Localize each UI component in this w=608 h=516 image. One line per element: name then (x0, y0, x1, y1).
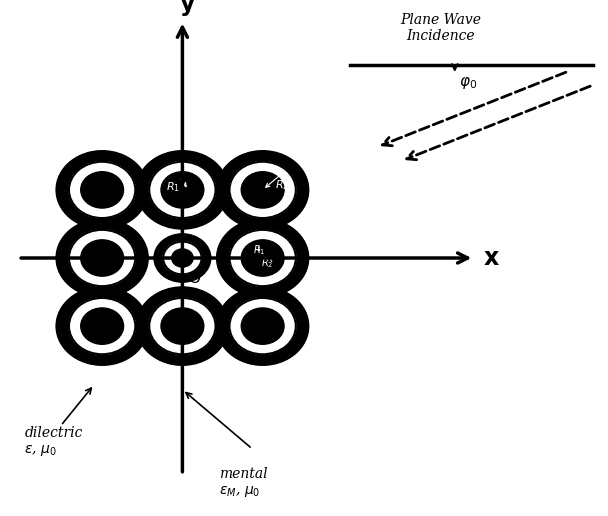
Circle shape (241, 308, 284, 344)
Circle shape (154, 234, 210, 282)
Circle shape (69, 230, 136, 286)
Circle shape (161, 308, 204, 344)
Text: Plane Wave
Incidence: Plane Wave Incidence (400, 13, 482, 43)
Text: O: O (188, 271, 201, 286)
Circle shape (229, 298, 296, 354)
Circle shape (81, 308, 123, 344)
Circle shape (171, 249, 193, 267)
Circle shape (81, 240, 123, 276)
Circle shape (161, 172, 204, 208)
Text: $R_1$: $R_1$ (254, 244, 266, 257)
Text: $R_1$: $R_1$ (167, 181, 180, 194)
Circle shape (69, 298, 136, 354)
Circle shape (137, 287, 228, 365)
Circle shape (229, 162, 296, 218)
Text: $R_2$: $R_2$ (261, 256, 274, 270)
Circle shape (57, 287, 148, 365)
Circle shape (149, 162, 216, 218)
Circle shape (163, 241, 202, 275)
Circle shape (69, 162, 136, 218)
Circle shape (217, 287, 308, 365)
Text: $R_2$: $R_2$ (275, 178, 289, 191)
Circle shape (241, 240, 284, 276)
Text: $\varphi_0$: $\varphi_0$ (459, 75, 477, 91)
Circle shape (57, 219, 148, 297)
Text: mental
$\varepsilon_M$, $\mu_0$: mental $\varepsilon_M$, $\mu_0$ (219, 467, 268, 499)
Text: $\mathbf{x}$: $\mathbf{x}$ (483, 246, 500, 270)
Text: $\mathbf{y}$: $\mathbf{y}$ (179, 0, 196, 18)
Text: dilectric
$\varepsilon$, $\mu_0$: dilectric $\varepsilon$, $\mu_0$ (24, 426, 83, 458)
Circle shape (217, 151, 308, 229)
Circle shape (217, 219, 308, 297)
Circle shape (229, 230, 296, 286)
Circle shape (81, 172, 123, 208)
Circle shape (149, 298, 216, 354)
Circle shape (57, 151, 148, 229)
Circle shape (241, 172, 284, 208)
Circle shape (137, 151, 228, 229)
